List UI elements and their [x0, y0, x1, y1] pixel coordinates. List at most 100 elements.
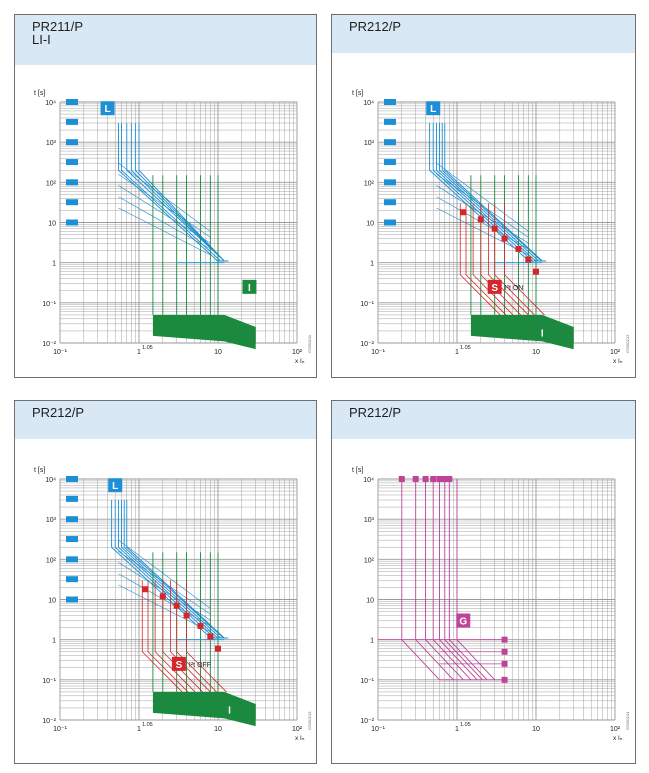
- y-tick-label: 10⁴: [363, 100, 374, 107]
- figure-code: GSIS0211: [307, 334, 312, 353]
- y-axis-label: t [s]: [352, 467, 363, 474]
- chart-panel-pr212-g: PR212/P 10⁴ 10³ 10² 10 1 10⁻¹ 10⁻² t [s] 10⁻¹ 1 1.…: [331, 400, 636, 764]
- s-setting-chip: [460, 209, 467, 216]
- x-tick-label: 10²: [610, 349, 621, 356]
- panel-title: PR212/P: [349, 19, 402, 34]
- x-tick-label: 10: [532, 349, 540, 356]
- y-tick-label: 1: [52, 261, 56, 268]
- badge: [426, 101, 441, 116]
- s-setting-chip: [183, 612, 190, 619]
- l-curve-setting-chip: [66, 139, 78, 146]
- l-curve-setting-chip: [384, 179, 396, 186]
- curve-bundle: [378, 479, 505, 681]
- s-setting-chip: [173, 602, 180, 609]
- l-curve: [436, 185, 529, 244]
- grid-lines: [59, 478, 298, 721]
- l-curve: [432, 123, 537, 262]
- g-setting-chip: [441, 476, 448, 482]
- x-axis-label: x Iₙ: [295, 358, 305, 365]
- x-tick-label: 1: [455, 349, 459, 356]
- s-curve: [504, 203, 545, 316]
- l-curve: [436, 162, 529, 232]
- curve-bundle: [118, 123, 256, 350]
- g-curve: [444, 479, 483, 681]
- badge-label: S: [176, 660, 183, 671]
- badge: [222, 702, 237, 717]
- l-curve: [118, 207, 211, 256]
- badge-label: I: [541, 329, 544, 340]
- x-tick-label: 10⁻¹: [53, 726, 67, 733]
- l-curve-setting-chip: [66, 118, 78, 125]
- s-curve: [472, 203, 514, 316]
- g-setting-chip: [501, 676, 508, 683]
- x-tick-label: 1.05: [460, 345, 471, 351]
- l-curve-setting-chip: [66, 495, 78, 502]
- l-curve: [118, 162, 211, 232]
- y-axis-label: t [s]: [34, 90, 45, 97]
- l-curve: [441, 123, 546, 262]
- y-tick-label: 10²: [46, 557, 57, 564]
- l-curve: [439, 123, 543, 262]
- chart-panel-pr212-i2t-off: PR212/P 10⁴ 10³ 10² 10 1 10⁻¹ 10⁻² t [s] 10⁻¹ 1 1.…: [14, 400, 317, 764]
- x-tick-label: 10²: [292, 349, 303, 356]
- s-curve: [154, 580, 196, 693]
- badge-label: L: [105, 104, 111, 115]
- g-curve: [432, 479, 472, 681]
- l-curve-setting-chip: [384, 139, 396, 146]
- badge: [535, 325, 550, 340]
- badge-label: L: [112, 481, 118, 492]
- l-curve: [126, 500, 229, 639]
- s-curve: [170, 580, 211, 693]
- l-curve: [436, 196, 529, 250]
- y-axis-label: t [s]: [34, 467, 45, 474]
- l-curve: [118, 500, 222, 639]
- s-setting-chip: [491, 225, 498, 232]
- y-tick-label: 10⁻¹: [360, 301, 374, 308]
- badge: [171, 656, 186, 671]
- chart-panel-pr211: PR211/P LI-I 10⁴ 10³ 10² 10 1 10⁻¹ 10⁻² t [s] 10…: [14, 14, 317, 378]
- x-tick-label: 10²: [292, 726, 303, 733]
- panel-header: PR211/P LI-I: [15, 15, 316, 65]
- y-tick-label: 10⁴: [45, 100, 56, 107]
- badge: [456, 613, 471, 628]
- x-tick-label: 1.05: [460, 722, 471, 728]
- y-tick-label: 10⁻²: [360, 718, 374, 725]
- l-curve-setting-chip: [66, 556, 78, 563]
- x-tick-label: 1: [455, 726, 459, 733]
- l-curve: [138, 123, 229, 262]
- g-setting-chip: [412, 476, 419, 482]
- grid-lines: [377, 101, 616, 344]
- l-curve: [436, 174, 529, 238]
- y-tick-label: 10: [48, 598, 56, 605]
- y-tick-label: 10²: [364, 180, 375, 187]
- y-tick-label: 10³: [46, 140, 57, 147]
- y-tick-label: 10⁻¹: [42, 678, 56, 685]
- l-curve: [118, 573, 211, 627]
- l-curve: [118, 562, 211, 621]
- l-curve: [114, 500, 219, 639]
- badge-label: L: [430, 104, 436, 115]
- s-curve: [480, 203, 521, 316]
- l-curve: [444, 123, 547, 262]
- x-tick-label: 10⁻¹: [53, 349, 67, 356]
- figure-code: GSIS0214: [625, 711, 630, 730]
- l-curve: [118, 551, 211, 615]
- l-curve: [121, 500, 225, 639]
- i-band: [152, 314, 256, 350]
- s-setting-chip: [207, 633, 214, 640]
- y-tick-label: 10²: [364, 557, 375, 564]
- x-axis-label: x Iₙ: [613, 358, 623, 365]
- x-tick-label: 1: [137, 349, 141, 356]
- y-tick-label: 10⁻²: [42, 718, 56, 725]
- l-curve: [123, 500, 228, 639]
- x-axis-label: x Iₙ: [295, 735, 305, 742]
- g-setting-chip: [436, 476, 443, 482]
- x-axis-label: x Iₙ: [613, 735, 623, 742]
- l-curve: [118, 174, 211, 238]
- figure-code: GSIS0213: [307, 711, 312, 730]
- g-setting-chip: [501, 648, 508, 655]
- l-curve-setting-chip: [66, 179, 78, 186]
- y-tick-label: 10⁻²: [360, 341, 374, 348]
